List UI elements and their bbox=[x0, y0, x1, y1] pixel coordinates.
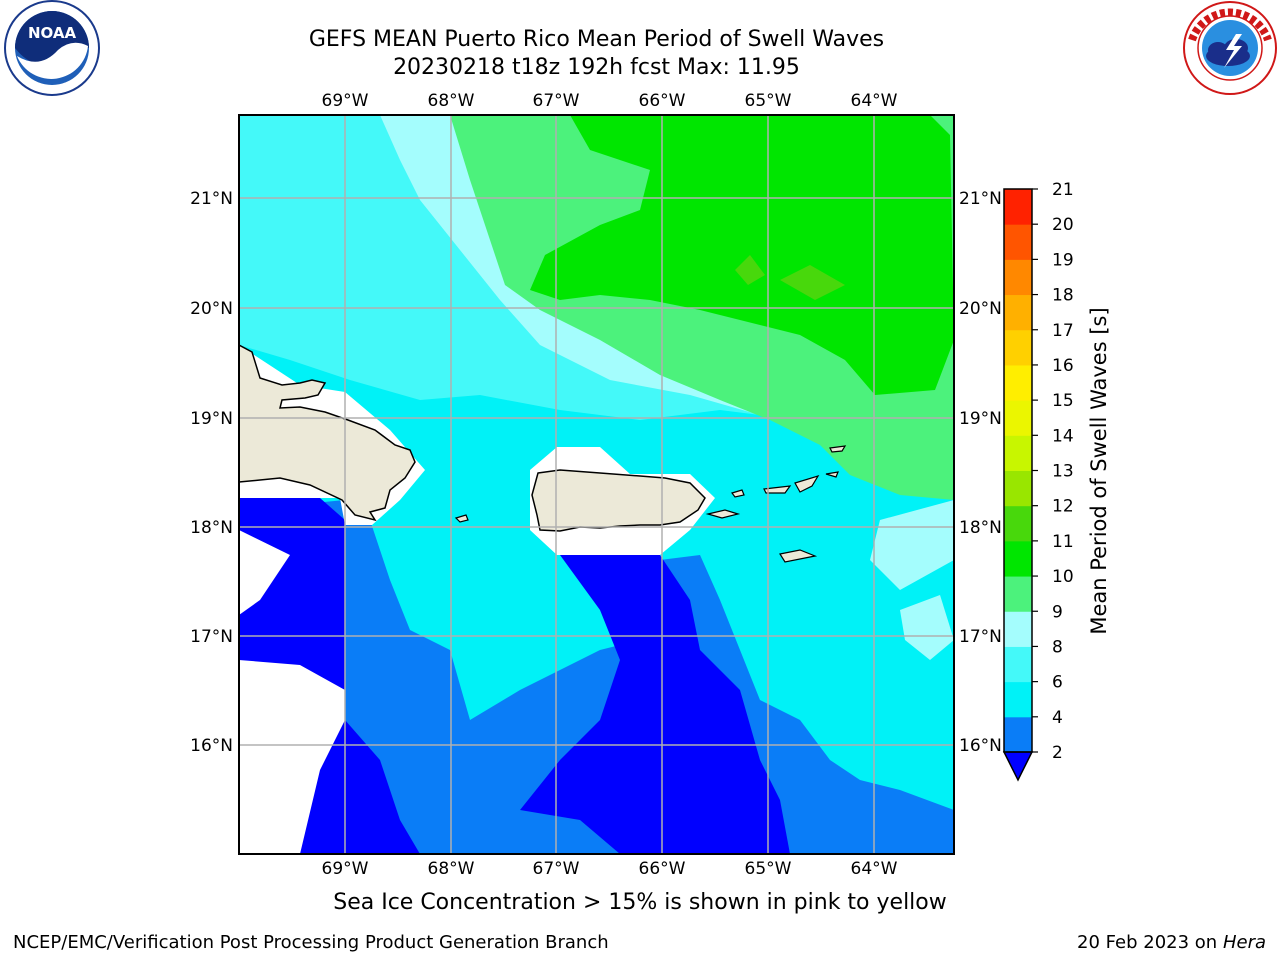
colorbar-tick-label: 21 bbox=[1052, 180, 1074, 200]
noaa-logo: NOAA bbox=[4, 0, 100, 96]
colorbar-segment bbox=[1004, 329, 1032, 366]
lon-label: 68°W bbox=[428, 859, 475, 879]
lat-label: 20°N bbox=[959, 299, 1002, 319]
colorbar-segment bbox=[1004, 576, 1032, 612]
lon-label: 64°W bbox=[851, 859, 898, 879]
colorbar-tick-label: 16 bbox=[1052, 356, 1074, 376]
lon-label: 69°W bbox=[322, 91, 369, 111]
lat-label: 18°N bbox=[190, 518, 233, 538]
lon-label: 65°W bbox=[745, 859, 792, 879]
colorbar-tick-label: 17 bbox=[1052, 321, 1074, 341]
colorbar-tick-label: 2 bbox=[1052, 743, 1063, 763]
colorbar-segment bbox=[1004, 505, 1032, 542]
lat-label: 16°N bbox=[190, 736, 233, 756]
lat-label: 17°N bbox=[190, 627, 233, 647]
lat-label: 20°N bbox=[190, 299, 233, 319]
colorbar-segment bbox=[1004, 646, 1032, 683]
colorbar-segment bbox=[1004, 611, 1032, 647]
lon-label: 64°W bbox=[851, 91, 898, 111]
colorbar-segment bbox=[1004, 400, 1032, 436]
colorbar-segment bbox=[1004, 224, 1032, 260]
lon-label: 67°W bbox=[533, 859, 580, 879]
colorbar-segment bbox=[1004, 681, 1032, 718]
colorbar-tick-label: 20 bbox=[1052, 215, 1074, 235]
lon-label: 67°W bbox=[533, 91, 580, 111]
lat-label: 16°N bbox=[959, 736, 1002, 756]
lon-label: 66°W bbox=[639, 91, 686, 111]
lat-label: 17°N bbox=[959, 627, 1002, 647]
colorbar-tick-label: 6 bbox=[1052, 673, 1063, 693]
colorbar-tick-label: 10 bbox=[1052, 567, 1074, 587]
colorbar-segment bbox=[1004, 294, 1032, 331]
lat-labels-left: 21°N 20°N 19°N 18°N 17°N 16°N bbox=[190, 189, 233, 756]
lon-label: 69°W bbox=[322, 859, 369, 879]
lat-label: 19°N bbox=[959, 409, 1002, 429]
colorbar-tick-label: 18 bbox=[1052, 286, 1074, 306]
footer-machine: Hera bbox=[1222, 932, 1266, 953]
lon-labels-bottom: 69°W 68°W 67°W 66°W 65°W 64°W bbox=[322, 859, 898, 879]
colorbar-tick-label: 8 bbox=[1052, 637, 1063, 657]
lat-labels-right: 21°N 20°N 19°N 18°N 17°N 16°N bbox=[959, 189, 1002, 756]
chart-subtitle-run: 20230218 t18z 192h fcst Max: 11.95 bbox=[393, 55, 800, 80]
colorbar-ticks: 2 4 6 8 9 10 11 12 13 14 15 16 17 18 19 20 21 bbox=[1032, 180, 1074, 763]
colorbar-segment bbox=[1004, 189, 1032, 225]
lon-label: 68°W bbox=[428, 91, 475, 111]
footer-credit: NCEP/EMC/Verification Post Processing Pr… bbox=[13, 932, 609, 953]
map-frame bbox=[238, 114, 955, 855]
colorbar-tick-label: 15 bbox=[1052, 391, 1074, 411]
colorbar-segment bbox=[1004, 470, 1032, 507]
colorbar-tick-label: 9 bbox=[1052, 602, 1063, 622]
colorbar-segment bbox=[1004, 540, 1032, 577]
lon-labels-top: 69°W 68°W 67°W 66°W 65°W 64°W bbox=[322, 91, 898, 111]
colorbar-extend bbox=[1002, 751, 1034, 782]
lat-label: 21°N bbox=[190, 189, 233, 209]
lat-label: 21°N bbox=[959, 189, 1002, 209]
sea-ice-note: Sea Ice Concentration > 15% is shown in … bbox=[333, 890, 947, 915]
colorbar-segment bbox=[1004, 364, 1032, 401]
lat-label: 18°N bbox=[959, 518, 1002, 538]
colorbar-tick-label: 13 bbox=[1052, 462, 1074, 482]
chart-title: GEFS MEAN Puerto Rico Mean Period of Swe… bbox=[308, 27, 885, 52]
svg-text:NOAA: NOAA bbox=[28, 24, 77, 42]
colorbar bbox=[1002, 188, 1034, 782]
colorbar-tick-label: 14 bbox=[1052, 426, 1074, 446]
colorbar-tick-label: 19 bbox=[1052, 250, 1074, 270]
colorbar-tick-label: 12 bbox=[1052, 497, 1074, 517]
footer-date-text: 20 Feb 2023 on bbox=[1077, 932, 1218, 953]
colorbar-tick-label: 11 bbox=[1052, 532, 1074, 552]
footer-date: 20 Feb 2023 on Hera bbox=[1077, 932, 1266, 953]
lon-label: 66°W bbox=[639, 859, 686, 879]
colorbar-segment bbox=[1004, 259, 1032, 296]
colorbar-label: Mean Period of Swell Waves [s] bbox=[1087, 307, 1111, 634]
graticule bbox=[239, 115, 954, 854]
colorbar-segment bbox=[1004, 435, 1032, 471]
nws-logo bbox=[1183, 1, 1277, 95]
contour-field bbox=[239, 115, 954, 854]
lat-label: 19°N bbox=[190, 409, 233, 429]
lon-label: 65°W bbox=[745, 91, 792, 111]
colorbar-segment bbox=[1004, 716, 1032, 753]
colorbar-tick-label: 4 bbox=[1052, 708, 1063, 728]
